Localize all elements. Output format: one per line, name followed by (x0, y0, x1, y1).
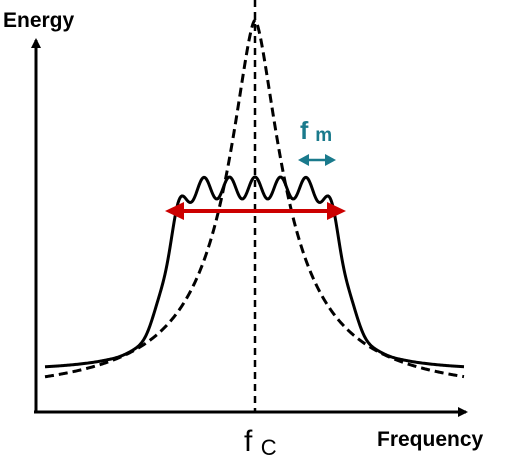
carrier-frequency-main: f (244, 425, 253, 458)
carrier-frequency-label: f C (244, 425, 277, 460)
modulation-frequency-main: f (300, 117, 309, 145)
modulated-spectrum-curve (44, 175, 465, 369)
modulation-frequency-label: f m (300, 117, 332, 146)
carrier-frequency-sub: C (261, 435, 277, 460)
x-axis-label: Frequency (377, 428, 484, 451)
modulation-frequency-sub: m (315, 125, 332, 146)
y-axis-label: Energy (3, 9, 75, 32)
modulation-spacing-arrow (298, 154, 336, 166)
bandwidth-arrow (165, 202, 346, 220)
